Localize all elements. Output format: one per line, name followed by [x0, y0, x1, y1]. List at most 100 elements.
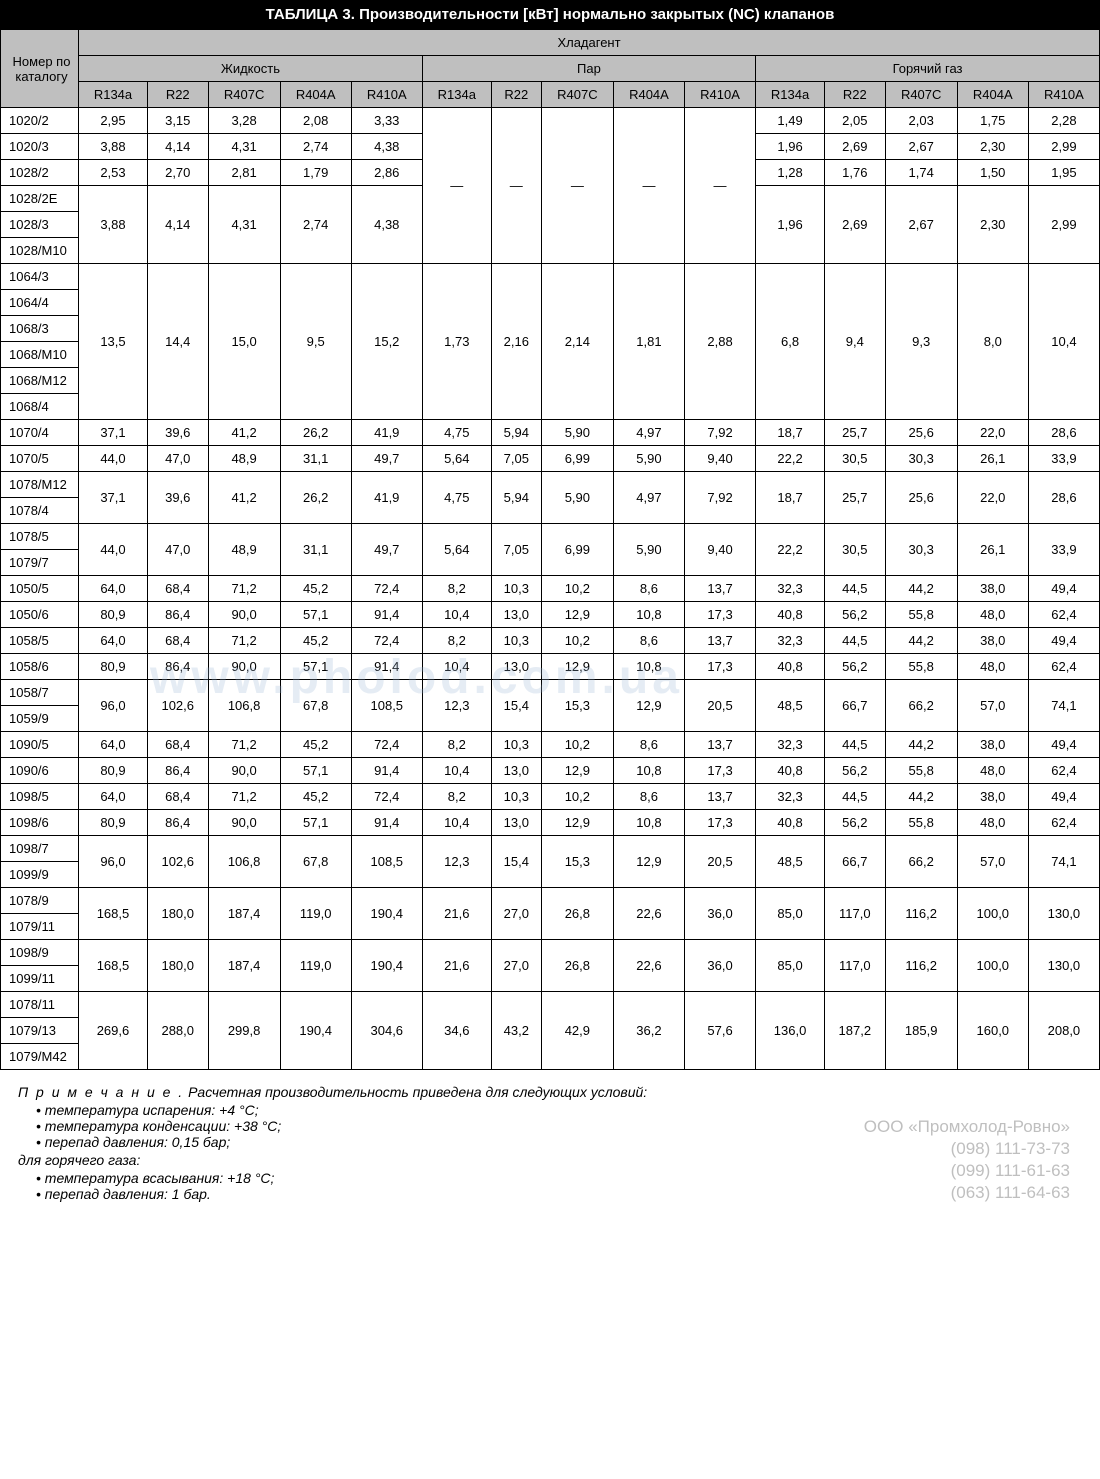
cell-liquid: 86,4	[147, 602, 208, 628]
cell-vapor: 13,7	[685, 784, 756, 810]
cell-vapor: 13,0	[491, 602, 541, 628]
header-ref: R22	[491, 82, 541, 108]
cell-hotgas: 22,2	[756, 446, 825, 472]
cell-vapor: 10,4	[422, 654, 491, 680]
cell-catalog-id: 1090/6	[1, 758, 79, 784]
cell-hotgas: 66,2	[885, 680, 957, 732]
header-catalog: Номер по каталогу	[1, 30, 79, 108]
cell-catalog-id: 1068/M10	[1, 342, 79, 368]
cell-liquid: 44,0	[79, 446, 148, 472]
cell-hotgas: 26,1	[957, 446, 1028, 472]
cell-hotgas: 66,7	[825, 836, 886, 888]
cell-vapor: 22,6	[613, 888, 684, 940]
cell-hotgas: 85,0	[756, 940, 825, 992]
cell-liquid: 1,79	[280, 160, 351, 186]
cell-liquid: 2,95	[79, 108, 148, 134]
cell-hotgas: 117,0	[825, 888, 886, 940]
cell-vapor: 5,94	[491, 420, 541, 446]
cell-vapor: 20,5	[685, 680, 756, 732]
cell-vapor: 10,3	[491, 576, 541, 602]
cell-catalog-id: 1028/2	[1, 160, 79, 186]
cell-catalog-id: 1099/9	[1, 862, 79, 888]
cell-vapor: 5,90	[541, 420, 613, 446]
header-ref: R404A	[280, 82, 351, 108]
header-group: Горячий газ	[756, 56, 1100, 82]
cell-hotgas: 136,0	[756, 992, 825, 1070]
cell-hotgas: 130,0	[1028, 940, 1099, 992]
cell-hotgas: 160,0	[957, 992, 1028, 1070]
cell-hotgas: 9,4	[825, 264, 886, 420]
cell-liquid: 91,4	[351, 758, 422, 784]
cell-liquid: 304,6	[351, 992, 422, 1070]
cell-liquid: 91,4	[351, 654, 422, 680]
header-ref: R407C	[541, 82, 613, 108]
cell-liquid: 3,28	[208, 108, 280, 134]
cell-hotgas: 32,3	[756, 576, 825, 602]
cell-liquid: 108,5	[351, 680, 422, 732]
company-stamp: ООО «Промхолод-Ровно» (098) 111-73-73 (0…	[864, 1116, 1070, 1204]
cell-hotgas: 28,6	[1028, 472, 1099, 524]
cell-vapor: 17,3	[685, 810, 756, 836]
cell-hotgas: 22,2	[756, 524, 825, 576]
cell-vapor: 4,75	[422, 472, 491, 524]
header-ref: R404A	[613, 82, 684, 108]
cell-hotgas: 55,8	[885, 602, 957, 628]
cell-hotgas: 40,8	[756, 810, 825, 836]
table-row: 1098/796,0102,6106,867,8108,512,315,415,…	[1, 836, 1100, 862]
cell-catalog-id: 1070/4	[1, 420, 79, 446]
header-ref: R22	[825, 82, 886, 108]
cell-hotgas: 100,0	[957, 940, 1028, 992]
cell-hotgas: 48,0	[957, 602, 1028, 628]
cell-liquid: 4,31	[208, 134, 280, 160]
cell-liquid: 31,1	[280, 524, 351, 576]
cell-vapor: 36,2	[613, 992, 684, 1070]
cell-vapor: 22,6	[613, 940, 684, 992]
cell-liquid: 3,88	[79, 186, 148, 264]
cell-hotgas: 48,0	[957, 654, 1028, 680]
cell-liquid: 2,74	[280, 186, 351, 264]
cell-liquid: 102,6	[147, 680, 208, 732]
cell-catalog-id: 1079/7	[1, 550, 79, 576]
cell-vapor: 17,3	[685, 758, 756, 784]
cell-liquid: 86,4	[147, 758, 208, 784]
cell-hotgas: 62,4	[1028, 654, 1099, 680]
cell-catalog-id: 1058/6	[1, 654, 79, 680]
cell-liquid: 2,81	[208, 160, 280, 186]
cell-liquid: 4,38	[351, 134, 422, 160]
cell-hotgas: 187,2	[825, 992, 886, 1070]
cell-liquid: 187,4	[208, 888, 280, 940]
cell-liquid: 45,2	[280, 784, 351, 810]
cell-hotgas: 10,4	[1028, 264, 1099, 420]
cell-liquid: 41,9	[351, 420, 422, 446]
notes-section: П р и м е ч а н и е . Расчетная производ…	[0, 1070, 1100, 1214]
header-ref: R410A	[685, 82, 756, 108]
cell-liquid: 72,4	[351, 784, 422, 810]
cell-hotgas: 1,96	[756, 134, 825, 160]
cell-liquid: 4,14	[147, 186, 208, 264]
cell-hotgas: 38,0	[957, 576, 1028, 602]
cell-liquid: 190,4	[280, 992, 351, 1070]
cell-hotgas: 26,1	[957, 524, 1028, 576]
cell-vapor: 34,6	[422, 992, 491, 1070]
cell-hotgas: 2,69	[825, 186, 886, 264]
cell-vapor: 4,75	[422, 420, 491, 446]
cell-vapor: 8,2	[422, 732, 491, 758]
cell-hotgas: 22,0	[957, 420, 1028, 446]
cell-catalog-id: 1028/2E	[1, 186, 79, 212]
cell-liquid: 44,0	[79, 524, 148, 576]
cell-vapor: 10,2	[541, 628, 613, 654]
cell-vapor: 6,99	[541, 524, 613, 576]
cell-catalog-id: 1064/4	[1, 290, 79, 316]
cell-liquid: 68,4	[147, 732, 208, 758]
cell-vapor: 5,64	[422, 524, 491, 576]
cell-hotgas: 116,2	[885, 888, 957, 940]
cell-liquid: 2,70	[147, 160, 208, 186]
cell-hotgas: 66,2	[885, 836, 957, 888]
table-row: 1050/680,986,490,057,191,410,413,012,910…	[1, 602, 1100, 628]
cell-liquid: 4,31	[208, 186, 280, 264]
cell-hotgas: 32,3	[756, 784, 825, 810]
cell-liquid: 41,9	[351, 472, 422, 524]
cell-hotgas: 40,8	[756, 654, 825, 680]
cell-hotgas: 130,0	[1028, 888, 1099, 940]
cell-hotgas: 2,30	[957, 186, 1028, 264]
